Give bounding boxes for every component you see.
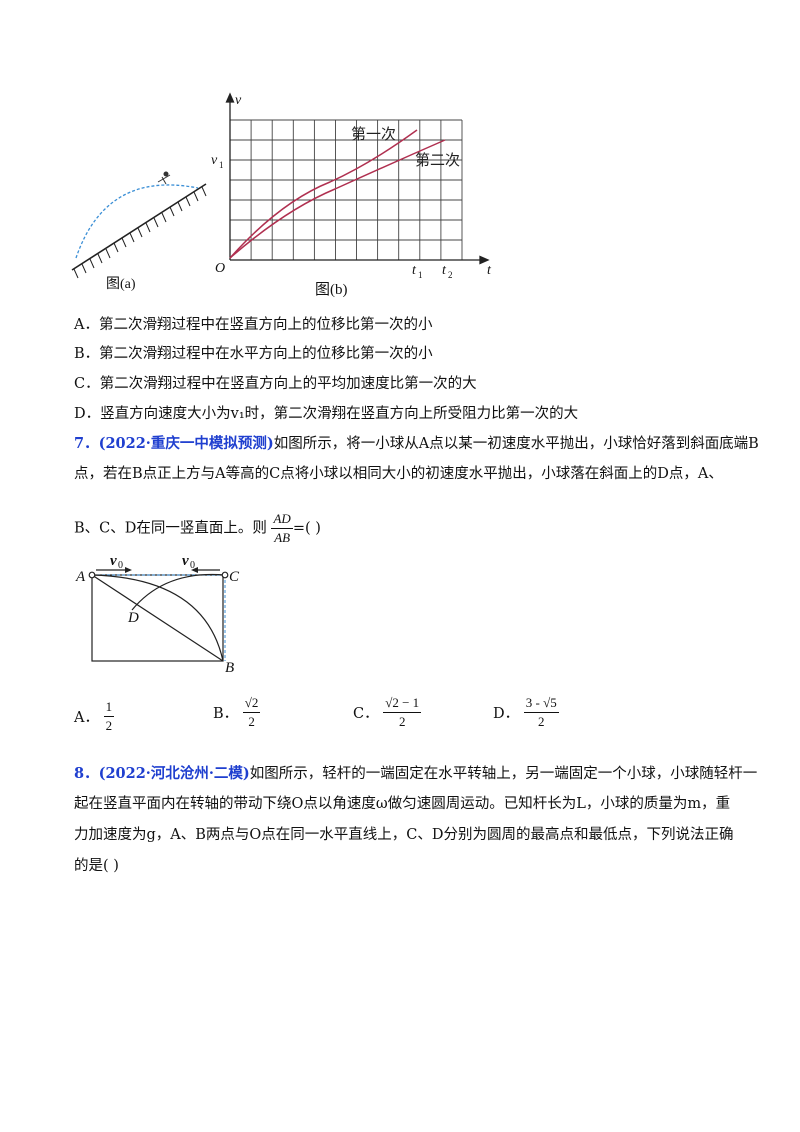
- svg-text:2: 2: [448, 270, 453, 280]
- q8-line-2: 起在竖直平面内在转轴的带动下绕O点以角速度ω做匀速圆周运动。已知杆长为L，小球的…: [74, 796, 731, 812]
- figure-b-caption: 图(b): [315, 281, 348, 298]
- q7-option-d: D． 3 - √5 2: [493, 695, 559, 729]
- q7-line-2: 点，若在B点正上方与A等高的C点将小球以相同大小的初速度水平抛出，小球落在斜面上…: [74, 466, 723, 482]
- svg-text:v: v: [211, 153, 218, 168]
- q7-text-3-post: =( ): [292, 520, 321, 537]
- q8-number: 8．: [74, 765, 99, 782]
- q7-line-1: 7．(2022·重庆一中模拟预测)如图所示，将一小球从A点以某一初速度水平抛出，…: [74, 434, 759, 454]
- q8-line-1: 8．(2022·河北沧州·二模)如图所示，轻杆的一端固定在水平转轴上，另一端固定…: [74, 764, 757, 784]
- svg-text:0: 0: [190, 560, 195, 571]
- label-d: D: [127, 610, 139, 626]
- curve-second: [229, 139, 446, 259]
- axis-v-label: v: [235, 93, 242, 108]
- t1-label: t 1: [412, 263, 423, 280]
- svg-text:t: t: [412, 263, 417, 278]
- incline-hypotenuse: [91, 574, 224, 662]
- origin-label: O: [215, 261, 225, 276]
- svg-text:v: v: [110, 553, 117, 569]
- trajectory-dashed-arc: [75, 184, 199, 259]
- incline-line: [71, 183, 207, 271]
- label-v0-a: v 0: [110, 553, 123, 571]
- q8-line-3: 力加速度为g，A、B两点与O点在同一水平直线上，C、D分别为圆周的最高点和最低点…: [74, 827, 734, 843]
- trajectory-c: [131, 573, 226, 611]
- axes: [225, 92, 490, 265]
- q6-option-d: D．竖直方向速度大小为v₁时，第二次滑翔在竖直方向上所受阻力比第一次的大: [74, 406, 579, 422]
- figure-a-caption: 图(a): [106, 277, 136, 292]
- q7-option-b: B． √2 2: [213, 695, 261, 729]
- q6-option-b: B．第二次滑翔过程中在水平方向上的位移比第一次的小: [74, 346, 433, 362]
- v1-label: v 1: [211, 153, 224, 170]
- curve-first-label: 第一次: [351, 125, 396, 143]
- axis-t-label: t: [487, 263, 492, 278]
- ball-c: [221, 571, 229, 579]
- curve-first: [229, 129, 418, 259]
- svg-text:t: t: [442, 263, 447, 278]
- label-b: B: [225, 660, 234, 676]
- svg-text:1: 1: [418, 270, 423, 280]
- ball-a: [88, 571, 96, 579]
- q8-line-4: 的是( ): [74, 858, 119, 874]
- q7-ratio-fraction: AD AB: [271, 511, 293, 545]
- label-c: C: [229, 569, 240, 585]
- figure-a: 图(a): [71, 171, 207, 292]
- q7-text-3-pre: B、C、D在同一竖直面上。则: [74, 520, 267, 537]
- label-a: A: [75, 569, 86, 585]
- svg-text:v: v: [182, 553, 189, 569]
- trajectory-a: [91, 574, 224, 662]
- label-v0-c: v 0: [182, 553, 195, 571]
- q7-figure: A C D B v 0 v 0: [75, 553, 240, 676]
- q6-option-a: A．第二次滑翔过程中在竖直方向上的位移比第一次的小: [74, 317, 433, 333]
- q8-text-1: 如图所示，轻杆的一端固定在水平转轴上，另一端固定一个小球，小球随轻杆一: [249, 766, 758, 782]
- skier-icon: [157, 171, 171, 185]
- curve-second-label: 第二次: [415, 151, 460, 169]
- q7-number: 7．: [74, 435, 99, 452]
- figure-b: v t O v 1 t 1 t 2 第一次 第二次 图(b): [211, 92, 492, 298]
- svg-text:1: 1: [219, 160, 224, 170]
- t2-label: t 2: [442, 263, 453, 280]
- q7-text-1: 如图所示，将一小球从A点以某一初速度水平抛出，小球恰好落到斜面底端B: [273, 436, 759, 452]
- q6-option-c: C．第二次滑翔过程中在竖直方向上的平均加速度比第一次的大: [74, 376, 477, 392]
- grid: [230, 119, 463, 260]
- q8-source: (2022·河北沧州·二模): [98, 765, 250, 782]
- q7-line-3: B、C、D在同一竖直面上。则 AD AB =( ): [74, 510, 321, 547]
- q7-source: (2022·重庆一中模拟预测): [98, 435, 274, 452]
- svg-text:0: 0: [118, 560, 123, 571]
- incline-hatching: [73, 186, 207, 279]
